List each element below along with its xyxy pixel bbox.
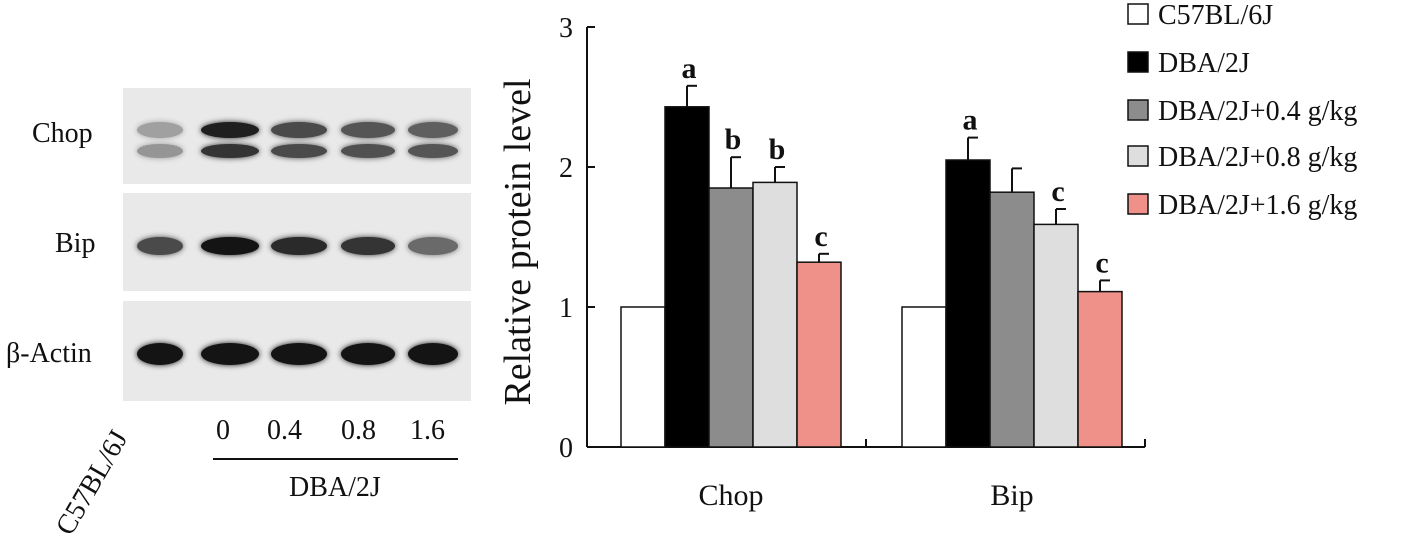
blot-band bbox=[271, 343, 327, 365]
y-tick-label: 0 bbox=[559, 433, 573, 464]
y-tick-label: 3 bbox=[559, 13, 573, 44]
significance-label: c bbox=[814, 220, 827, 253]
blot-band bbox=[341, 343, 395, 365]
bar bbox=[1033, 223, 1079, 448]
dba-group-line bbox=[213, 458, 458, 460]
blot-band bbox=[341, 237, 395, 255]
blot-band bbox=[201, 343, 259, 365]
lane-label-0-4: 0.4 bbox=[267, 415, 302, 446]
bar bbox=[1077, 290, 1123, 448]
y-axis-label: Relative protein level bbox=[497, 78, 539, 405]
blot-band bbox=[271, 237, 327, 255]
legend-swatch bbox=[1127, 99, 1149, 121]
significance-label: a bbox=[963, 104, 978, 137]
blot-band bbox=[137, 237, 183, 255]
lane-label-0: 0 bbox=[216, 415, 230, 446]
bar bbox=[620, 306, 666, 448]
lane-label-1-6: 1.6 bbox=[410, 415, 445, 446]
legend-swatch bbox=[1127, 145, 1149, 167]
bar bbox=[708, 187, 754, 448]
lane-label-0-8: 0.8 bbox=[341, 415, 376, 446]
bar bbox=[901, 306, 947, 448]
blot-panel-actin bbox=[123, 301, 471, 401]
dba-group-label: DBA/2J bbox=[289, 472, 381, 503]
legend-swatch bbox=[1127, 51, 1149, 73]
blot-band bbox=[137, 343, 183, 365]
blot-band bbox=[137, 144, 183, 158]
significance-label: b bbox=[769, 133, 786, 166]
blot-band bbox=[201, 122, 259, 138]
legend-swatch bbox=[1127, 193, 1149, 215]
blot-band bbox=[271, 122, 327, 138]
blot-band bbox=[408, 343, 458, 365]
blot-band bbox=[408, 144, 458, 158]
significance-label: a bbox=[682, 52, 697, 85]
bar bbox=[752, 181, 798, 448]
significance-label: b bbox=[725, 123, 742, 156]
blot-band bbox=[201, 237, 259, 255]
bar bbox=[664, 106, 710, 448]
legend-label: DBA/2J+0.4 g/kg bbox=[1158, 96, 1357, 127]
legend-label: DBA/2J+1.6 g/kg bbox=[1158, 190, 1357, 221]
blot-band bbox=[201, 144, 259, 158]
y-tick-label: 2 bbox=[559, 153, 573, 184]
blot-panel-bip bbox=[123, 193, 471, 291]
blot-band bbox=[137, 122, 183, 138]
blot-row-label-chop: Chop bbox=[32, 118, 93, 149]
significance-label: c bbox=[1051, 175, 1064, 208]
blot-band bbox=[341, 144, 395, 158]
legend-swatch bbox=[1127, 3, 1149, 25]
legend-label: DBA/2J+0.8 g/kg bbox=[1158, 142, 1357, 173]
blot-row-label-actin: β-Actin bbox=[6, 338, 92, 369]
significance-label: c bbox=[1095, 246, 1108, 279]
x-category-label: Bip bbox=[990, 479, 1033, 512]
blot-band bbox=[341, 122, 395, 138]
legend-label: C57BL/6J bbox=[1158, 0, 1273, 31]
blot-band bbox=[408, 237, 458, 255]
y-tick-label: 1 bbox=[559, 293, 573, 324]
legend-label: DBA/2J bbox=[1158, 48, 1250, 79]
x-category-label: Chop bbox=[698, 479, 763, 512]
blot-row-label-bip: Bip bbox=[55, 228, 96, 259]
blot-band bbox=[408, 122, 458, 138]
blot-band bbox=[271, 144, 327, 158]
bar bbox=[989, 191, 1035, 448]
bar bbox=[796, 261, 842, 448]
blot-panel-chop bbox=[123, 88, 471, 184]
bar bbox=[945, 159, 991, 448]
